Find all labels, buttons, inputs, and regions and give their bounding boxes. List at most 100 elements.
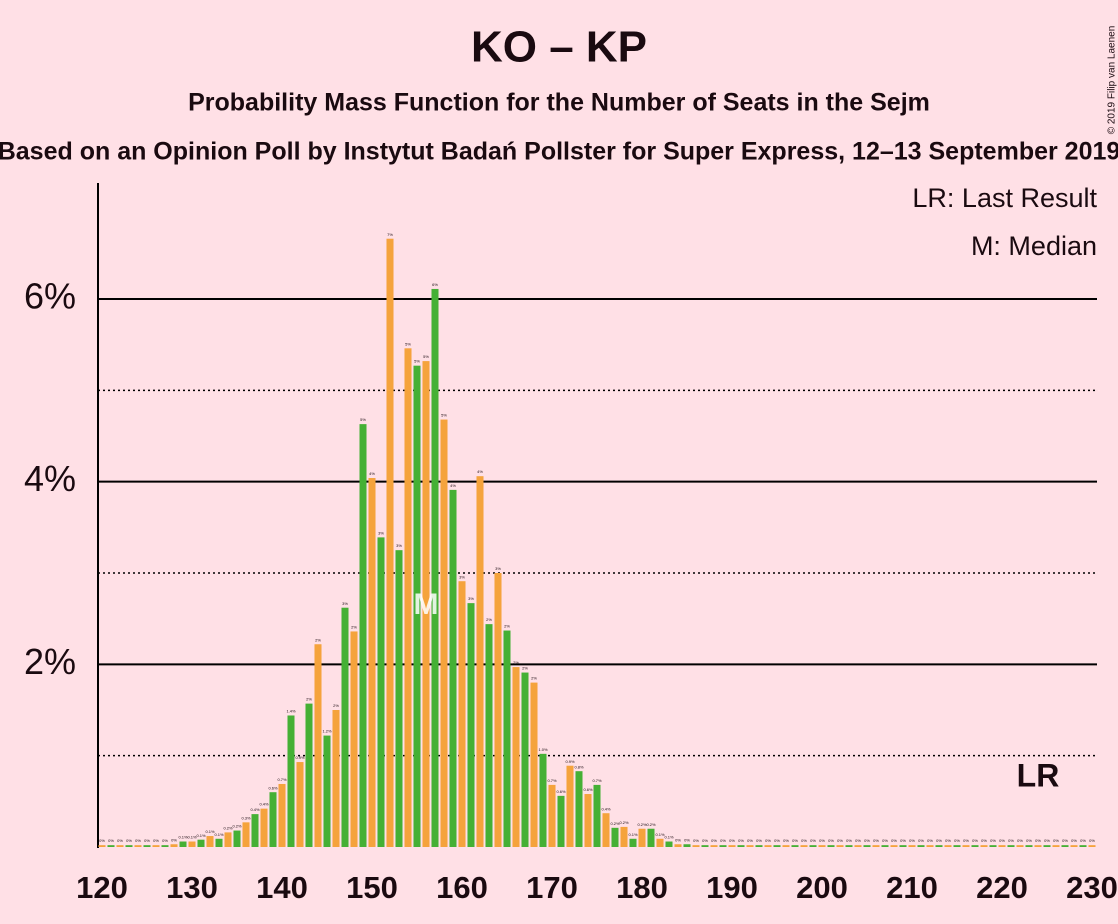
value-label: 3%: [396, 543, 402, 548]
bar: [1025, 845, 1033, 847]
bar: [656, 838, 664, 847]
value-label: 0%: [855, 838, 861, 843]
bar: [1034, 845, 1042, 847]
value-label: 5%: [423, 354, 429, 359]
bar: [503, 630, 511, 847]
value-label: 0%: [882, 838, 888, 843]
value-label: 0.1%: [178, 835, 188, 840]
value-label: 3%: [459, 574, 465, 579]
subtitle: Probability Mass Function for the Number…: [188, 89, 930, 117]
bar: [386, 238, 394, 848]
bar: [188, 841, 196, 847]
bar: [161, 845, 169, 847]
bar: [890, 845, 898, 847]
value-label: 1.2%: [322, 729, 332, 734]
value-label: 0%: [864, 838, 870, 843]
value-label: 0%: [954, 838, 960, 843]
bar: [116, 845, 124, 847]
value-label: 0%: [1017, 838, 1023, 843]
bar: [269, 792, 277, 847]
value-label: 0%: [936, 838, 942, 843]
bar: [458, 581, 466, 847]
bar: [521, 672, 529, 847]
bar: [197, 839, 205, 847]
value-label: 2%: [315, 637, 321, 642]
value-label: 0.4%: [250, 807, 260, 812]
bar: [251, 814, 259, 847]
value-label: 0.1%: [205, 829, 215, 834]
value-label: 0.1%: [187, 835, 197, 840]
bar: [854, 845, 862, 847]
value-label: 0%: [891, 838, 897, 843]
value-label: 0%: [1044, 838, 1050, 843]
bar: [764, 845, 772, 847]
value-label: 0%: [1062, 838, 1068, 843]
bar: [674, 844, 682, 847]
value-label: 0%: [99, 838, 105, 843]
bar: [134, 845, 142, 847]
bar: [872, 845, 880, 847]
bar: [638, 828, 646, 847]
bar: [494, 572, 502, 847]
bar: [881, 845, 889, 847]
bar: [584, 794, 592, 847]
bar: [809, 845, 817, 847]
bar: [305, 703, 313, 847]
bar: [539, 753, 547, 847]
bar: [692, 845, 700, 847]
bar: [206, 836, 214, 847]
bar: [341, 607, 349, 847]
x-tick-label: 130: [166, 870, 218, 905]
value-label: 0%: [801, 838, 807, 843]
value-label: 0.2%: [232, 824, 242, 829]
value-label: 0.1%: [664, 835, 674, 840]
bar: [278, 783, 286, 847]
value-label: 0%: [828, 838, 834, 843]
value-label: 0.1%: [655, 832, 665, 837]
bar: [152, 845, 160, 847]
value-label: 0.2%: [223, 825, 233, 830]
bar: [332, 709, 340, 847]
bar: [818, 845, 826, 847]
value-label: 0%: [1071, 838, 1077, 843]
value-label: 0%: [126, 838, 132, 843]
bar: [701, 845, 709, 847]
value-label: 0%: [873, 838, 879, 843]
value-label: 2%: [504, 624, 510, 629]
value-label: 0%: [1089, 838, 1095, 843]
value-label: 0.2%: [646, 822, 656, 827]
bar: [989, 845, 997, 847]
bar: [836, 845, 844, 847]
bar: [242, 822, 250, 847]
bar: [224, 832, 232, 847]
bar: [1016, 845, 1024, 847]
bar: [827, 845, 835, 847]
bar: [1061, 845, 1069, 847]
x-tick-label: 220: [976, 870, 1028, 905]
bar: [998, 845, 1006, 847]
bar: [863, 845, 871, 847]
value-label: 0.2%: [610, 821, 620, 826]
value-label: 0%: [1026, 838, 1032, 843]
value-label: 0%: [1035, 838, 1041, 843]
value-label: 0.1%: [628, 832, 638, 837]
value-label: 0%: [1053, 838, 1059, 843]
bar: [215, 838, 223, 847]
value-label: 5%: [441, 413, 447, 418]
value-label: 2%: [522, 666, 528, 671]
value-label: 0%: [711, 838, 717, 843]
value-label: 0.9%: [565, 759, 575, 764]
bar: [611, 827, 619, 847]
bar: [170, 844, 178, 847]
bar: [935, 845, 943, 847]
value-label: 0%: [963, 838, 969, 843]
value-label: 0.8%: [574, 764, 584, 769]
value-label: 7%: [387, 232, 393, 237]
bar: [557, 795, 565, 847]
value-label: 0%: [153, 838, 159, 843]
bar: [647, 828, 655, 847]
y-tick-label: 4%: [24, 458, 76, 499]
x-tick-label: 210: [886, 870, 938, 905]
value-label: 1.0%: [538, 747, 548, 752]
value-label: 0%: [756, 838, 762, 843]
